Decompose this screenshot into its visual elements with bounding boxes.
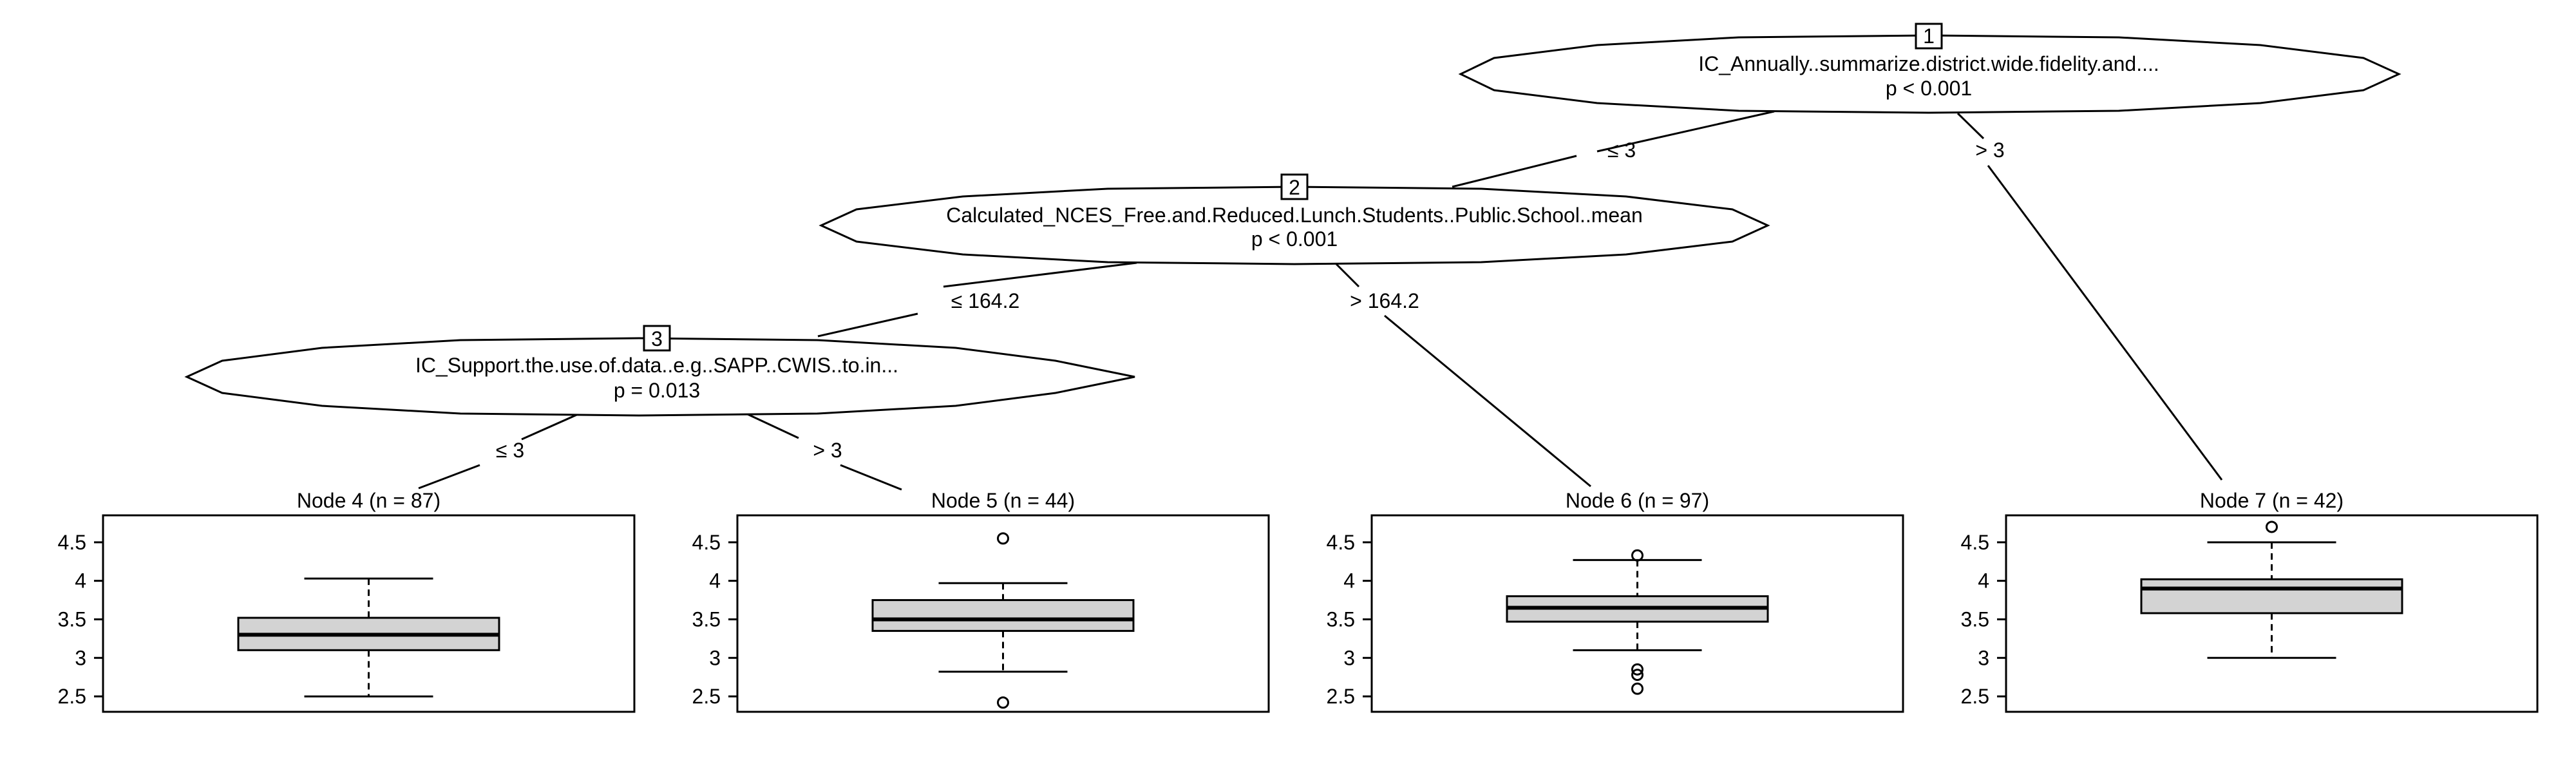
node-6-title: Node 6 (n = 97) (1566, 489, 1709, 512)
y-tick-label: 3 (1343, 646, 1355, 669)
y-tick-label: 2.5 (1961, 685, 1989, 708)
y-tick-label: 4 (75, 569, 86, 593)
node-3-variable: IC_Support.the.use.of.data..e.g..SAPP..C… (415, 354, 898, 377)
node-1-ellipse (1458, 34, 2401, 114)
edge-label-3-4: ≤ 3 (496, 439, 524, 462)
y-tick-label: 4.5 (692, 531, 721, 554)
terminal-node-7: Node 7 (n = 42) 2.5 3 3.5 4 4.5 (1961, 489, 2539, 713)
outlier-point (1631, 682, 1643, 695)
edge-line-3-4 (418, 464, 480, 490)
edge-label-1-7: > 3 (1975, 138, 2004, 162)
y-tick-label: 3.5 (58, 607, 86, 631)
inner-node-1: 1 IC_Annually..summarize.district.wide.f… (1458, 23, 2401, 114)
y-tick-label: 3.5 (1961, 607, 1989, 631)
y-tick-label: 3 (709, 646, 721, 669)
node-1-id-box (1915, 23, 1943, 50)
y-tick-label: 4.5 (1327, 531, 1355, 554)
node-3-id-box (643, 325, 671, 352)
y-tick-label: 4 (1978, 569, 1989, 593)
node-1-id: 1 (1923, 24, 1935, 48)
inner-node-2: 2 Calculated_NCES_Free.and.Reduced.Lunch… (819, 173, 1770, 265)
y-tick-label: 3.5 (692, 607, 721, 631)
node-4-title: Node 4 (n = 87) (297, 489, 440, 512)
y-tick-label: 3 (75, 646, 86, 669)
node-2-p-value: p < 0.001 (1251, 227, 1338, 251)
edge-line-3-5 (740, 410, 799, 439)
y-tick-label: 2.5 (692, 685, 721, 708)
y-tick-label: 4.5 (1961, 531, 1989, 554)
node-3-p-value: p = 0.013 (614, 379, 700, 402)
outlier-point (2266, 520, 2278, 533)
edge-label-1-2: ≤ 3 (1607, 138, 1636, 162)
inner-node-3: 3 IC_Support.the.use.of.data..e.g..SAPP.… (184, 325, 1135, 417)
terminal-node-4: Node 4 (n = 87) 2.5 3 3.5 4 4.5 (58, 489, 636, 713)
outlier-point (1631, 549, 1643, 562)
outlier-point (997, 532, 1009, 545)
node-3-id: 3 (651, 327, 663, 350)
edge-line-1-7 (1956, 112, 1985, 140)
node-3-ellipse (184, 337, 1135, 417)
edge-line-1-2 (1452, 155, 1577, 188)
edge-line-3-5 (840, 464, 902, 491)
edge-line-2-6 (1384, 314, 1591, 488)
terminal-node-5: Node 5 (n = 44) 2.5 3 3.5 4 4.5 (692, 489, 1270, 713)
y-tick-label: 3.5 (1327, 607, 1355, 631)
iqr-box (2140, 578, 2403, 615)
edge-line-2-3 (943, 262, 1137, 288)
edge-line-3-4 (521, 412, 580, 441)
node-2-ellipse (819, 186, 1770, 265)
outlier-point (997, 696, 1009, 709)
edge-line-1-2 (1596, 110, 1775, 153)
tree-edges (418, 110, 2223, 491)
y-tick-label: 4.5 (58, 531, 86, 554)
y-tick-label: 4 (1343, 569, 1355, 593)
outlier-point (1631, 663, 1643, 676)
y-tick-label: 2.5 (58, 685, 86, 708)
node-2-id: 2 (1289, 176, 1300, 199)
edge-label-2-3: ≤ 164.2 (951, 289, 1020, 312)
node-1-p-value: p < 0.001 (1886, 77, 1972, 100)
outlier-point (1631, 669, 1643, 682)
y-tick-label: 4 (709, 569, 721, 593)
terminal-node-6: Node 6 (n = 97) 2.5 3 3.5 4 4.5 (1327, 489, 1904, 713)
edge-line-1-7 (1987, 165, 2223, 481)
node-5-title: Node 5 (n = 44) (931, 489, 1075, 512)
edge-label-2-6: > 164.2 (1350, 289, 1419, 312)
edge-label-3-5: > 3 (813, 439, 842, 462)
node-1-variable: IC_Annually..summarize.district.wide.fid… (1698, 52, 2159, 75)
iqr-box (871, 599, 1135, 632)
y-tick-label: 3 (1978, 646, 1989, 669)
edge-line-2-6 (1335, 263, 1360, 288)
edge-labels: ≤ 3 > 3 ≤ 164.2 > 164.2 ≤ 3 > 3 (496, 138, 2005, 462)
node-2-variable: Calculated_NCES_Free.and.Reduced.Lunch.S… (946, 204, 1643, 227)
edge-line-2-3 (817, 312, 918, 338)
node-2-id-box (1280, 173, 1309, 200)
y-tick-label: 2.5 (1327, 685, 1355, 708)
node-7-title: Node 7 (n = 42) (2200, 489, 2344, 512)
